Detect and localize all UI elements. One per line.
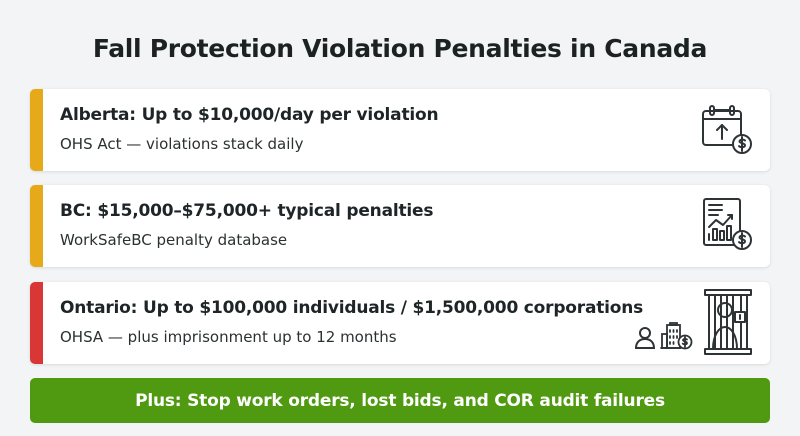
card-heading: Ontario: Up to $100,000 individuals / $1… — [60, 298, 644, 318]
penalty-card-ontario: Ontario: Up to $100,000 individuals / $1… — [30, 282, 770, 364]
penalty-card-alberta: Alberta: Up to $10,000/day per violation… — [30, 89, 770, 171]
consequences-banner: Plus: Stop work orders, lost bids, and C… — [30, 378, 770, 423]
card-heading: BC: $15,000–$75,000+ typical penalties — [60, 201, 434, 221]
card-subtext: OHS Act — violations stack daily — [60, 135, 304, 153]
building-dollar-icon — [660, 322, 694, 350]
card-heading: Alberta: Up to $10,000/day per violation — [60, 105, 439, 125]
card-subtext: WorkSafeBC penalty database — [60, 231, 288, 249]
calendar-dollar-icon — [700, 103, 756, 155]
accent-bar — [30, 89, 43, 171]
report-chart-dollar-icon — [700, 196, 756, 254]
card-subtext: OHSA — plus imprisonment up to 12 months — [60, 328, 397, 346]
penalty-card-bc: BC: $15,000–$75,000+ typical penalties W… — [30, 185, 770, 267]
accent-bar — [30, 282, 43, 364]
accent-bar — [30, 185, 43, 267]
page-title: Fall Protection Violation Penalties in C… — [92, 34, 708, 63]
person-icon — [634, 326, 656, 350]
jail-cell-icon — [703, 288, 753, 356]
